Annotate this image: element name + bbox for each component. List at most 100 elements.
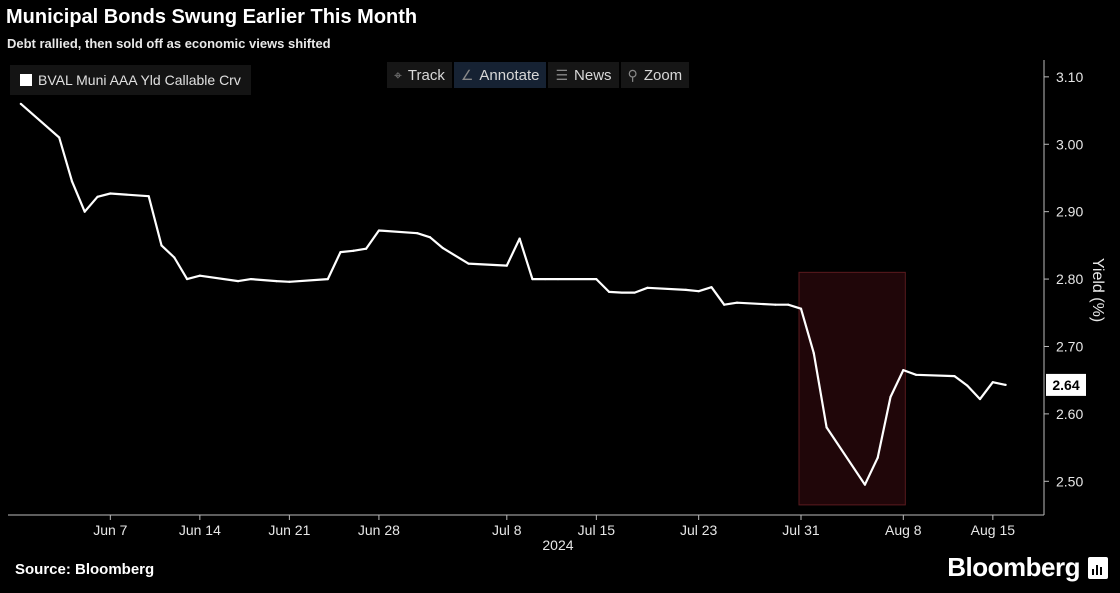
data-point	[608, 290, 611, 293]
annotate-button[interactable]: ∠ Annotate	[453, 62, 547, 88]
data-point	[96, 195, 99, 198]
data-point	[544, 277, 547, 281]
series-line	[20, 102, 1006, 486]
data-point	[416, 232, 419, 235]
data-point	[876, 456, 879, 459]
data-point	[185, 277, 189, 281]
data-point	[556, 277, 560, 281]
data-point	[633, 291, 636, 294]
zoom-button[interactable]: ⚲ Zoom	[620, 62, 690, 88]
data-point	[275, 279, 278, 283]
data-point	[19, 102, 22, 105]
source-note: Source: Bloomberg	[15, 561, 155, 578]
x-tick-label: Jul 31	[782, 522, 820, 538]
data-point	[505, 264, 508, 267]
data-point	[467, 262, 470, 265]
x-tick-label: Aug 8	[885, 522, 922, 538]
news-icon: ☰	[555, 66, 569, 83]
data-point	[953, 375, 956, 378]
data-point	[620, 291, 624, 294]
data-point	[889, 395, 892, 399]
last-value-badge	[1046, 373, 1086, 396]
data-point	[710, 286, 713, 289]
data-point	[428, 236, 432, 239]
news-label: News	[574, 66, 612, 84]
track-label: Track	[407, 66, 445, 84]
chart-toolbar: ⌖ Track ∠ Annotate ☰ News ⚲ Zoom	[387, 62, 691, 88]
data-point	[787, 303, 790, 306]
data-point	[595, 277, 598, 281]
chart-title: Municipal Bonds Swung Earlier This Month	[6, 6, 418, 28]
data-point	[352, 249, 355, 252]
y-tick-label: 3.10	[1056, 69, 1083, 85]
track-button[interactable]: ⌖ Track	[387, 62, 452, 88]
zoom-label: Zoom	[643, 66, 683, 84]
y-tick-label: 2.90	[1056, 204, 1083, 220]
last-value-label: 2.64	[1052, 377, 1079, 393]
data-point	[249, 277, 253, 281]
data-point	[723, 303, 726, 306]
data-point	[237, 279, 240, 283]
data-point	[825, 426, 828, 429]
y-tick-label: 2.70	[1056, 338, 1083, 354]
data-point	[518, 237, 521, 240]
y-tick-label: 2.50	[1056, 473, 1083, 489]
x-tick-label: Jul 23	[680, 522, 718, 538]
annotate-label: Annotate	[479, 66, 540, 84]
data-point	[173, 256, 176, 259]
data-point	[684, 288, 687, 291]
x-tick-label: Aug 15	[971, 522, 1016, 538]
legend-swatch	[20, 74, 32, 86]
data-point	[377, 229, 381, 232]
news-button[interactable]: ☰ News	[548, 62, 619, 88]
x-tick-label: Jun 28	[358, 522, 400, 538]
x-tick-label: Jun 7	[93, 522, 127, 538]
data-point	[735, 301, 739, 304]
data-point	[288, 280, 291, 283]
highlight-box	[798, 271, 906, 506]
magnifier-icon: ⚲	[627, 66, 638, 83]
brand-name: Bloomberg	[947, 552, 1080, 582]
x-year-label: 2024	[542, 537, 573, 553]
data-point	[978, 397, 982, 401]
data-point	[812, 352, 815, 355]
crosshair-icon: ⌖	[394, 66, 402, 83]
data-point	[326, 277, 329, 281]
data-point	[966, 384, 969, 387]
data-point	[58, 136, 61, 139]
data-point	[646, 286, 649, 289]
y-axis-title: Yield (%)	[1089, 258, 1106, 322]
data-point	[774, 303, 777, 306]
bloomberg-mark-icon	[1088, 556, 1108, 579]
data-point	[147, 195, 150, 198]
data-point	[902, 368, 905, 372]
data-point	[198, 274, 201, 277]
y-tick-label: 3.00	[1056, 136, 1083, 152]
data-point	[109, 192, 112, 195]
brand-logo: Bloomberg	[947, 552, 1108, 583]
chart-subtitle: Debt rallied, then sold off as economic …	[7, 36, 331, 51]
data-point	[160, 244, 163, 247]
data-point	[83, 210, 86, 213]
x-tick-label: Jul 15	[578, 522, 616, 538]
data-point	[70, 180, 74, 183]
data-point	[441, 246, 444, 250]
legend[interactable]: BVAL Muni AAA Yld Callable Crv	[10, 65, 251, 95]
legend-label: BVAL Muni AAA Yld Callable Crv	[38, 72, 241, 88]
y-tick-label: 2.80	[1056, 271, 1083, 287]
data-point	[365, 247, 368, 250]
x-tick-label: Jun 21	[268, 522, 310, 538]
data-point	[799, 307, 803, 310]
x-tick-label: Jul 8	[492, 522, 522, 538]
x-tick-label: Jun 14	[179, 522, 221, 538]
data-point	[991, 381, 994, 384]
data-point	[697, 290, 700, 293]
data-point	[1004, 383, 1007, 387]
data-point	[531, 277, 534, 281]
data-point	[339, 251, 342, 254]
data-point	[914, 373, 918, 376]
y-tick-label: 2.60	[1056, 406, 1083, 422]
pencil-icon: ∠	[460, 66, 474, 83]
